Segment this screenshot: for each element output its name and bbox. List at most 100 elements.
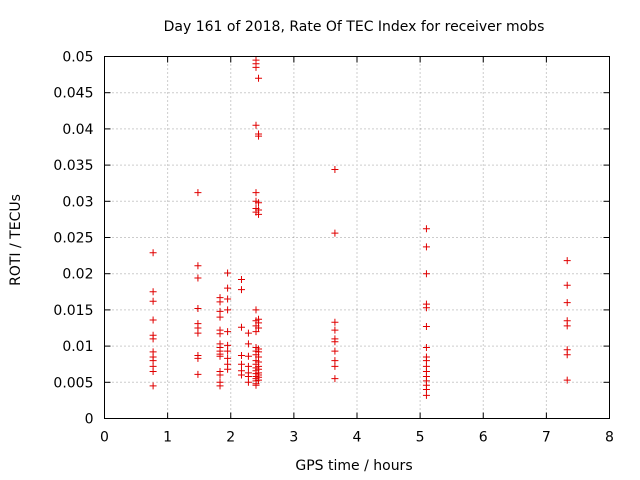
data-point [563, 376, 571, 384]
data-point [252, 121, 260, 129]
data-point [422, 391, 430, 399]
x-tick-label: 6 [479, 430, 488, 446]
data-point [252, 63, 260, 71]
x-tick-labels: 0 1 2 3 4 5 6 7 8 [100, 430, 614, 446]
x-tick-label: 4 [353, 430, 362, 446]
data-point [237, 371, 245, 379]
data-point [149, 316, 157, 324]
data-point [149, 367, 157, 375]
x-tick-label: 0 [100, 430, 109, 446]
x-tick-label: 8 [605, 430, 614, 446]
data-point [149, 288, 157, 296]
data-point [237, 286, 245, 294]
data-point [331, 375, 339, 383]
data-point [255, 199, 263, 207]
data-point [331, 165, 339, 173]
data-point [331, 229, 339, 237]
data-point [563, 299, 571, 307]
data-point [194, 304, 202, 312]
data-point [224, 365, 232, 373]
y-tick-label: 0 [85, 412, 94, 428]
data-point [224, 295, 232, 303]
data-point [194, 329, 202, 337]
data-point [224, 328, 232, 336]
data-point [255, 376, 263, 384]
x-axis-title: GPS time / hours [295, 458, 412, 474]
data-point [244, 340, 252, 348]
data-point [255, 132, 263, 140]
data-point [422, 225, 430, 233]
data-point [237, 323, 245, 331]
data-point [422, 304, 430, 312]
data-points [149, 56, 571, 399]
data-point [216, 313, 224, 321]
data-point [149, 382, 157, 390]
y-tick-label: 0.01 [62, 339, 93, 355]
data-point [244, 352, 252, 360]
data-point [216, 371, 224, 379]
data-point [216, 330, 224, 338]
data-point [331, 338, 339, 346]
data-point [216, 352, 224, 360]
data-point [194, 370, 202, 378]
data-point [244, 362, 252, 370]
chart-title: Day 161 of 2018, Rate Of TEC Index for r… [164, 19, 545, 35]
y-tick-label: 0.03 [62, 194, 93, 210]
data-point [422, 270, 430, 278]
data-point [255, 210, 263, 218]
plot-frame [104, 56, 610, 419]
data-point [563, 257, 571, 265]
y-tick-label: 0.015 [53, 303, 93, 319]
data-point [422, 243, 430, 251]
data-point [252, 381, 260, 389]
data-point [244, 329, 252, 337]
data-point [244, 378, 252, 386]
y-tick-label: 0.025 [53, 231, 93, 247]
data-point [252, 306, 260, 314]
data-point [331, 318, 339, 326]
data-point [563, 351, 571, 359]
data-point [149, 297, 157, 305]
data-point [149, 249, 157, 257]
data-point [563, 281, 571, 289]
x-tick-label: 2 [226, 430, 235, 446]
data-point [331, 362, 339, 370]
data-point [216, 382, 224, 390]
data-point [563, 322, 571, 330]
data-point [224, 269, 232, 277]
data-point [237, 275, 245, 283]
data-point [422, 323, 430, 331]
x-tick-label: 1 [163, 430, 172, 446]
data-point [252, 328, 260, 336]
x-tick-label: 3 [289, 430, 298, 446]
y-axis-title: ROTI / TECUs [8, 194, 24, 286]
y-tick-label: 0.045 [53, 86, 93, 102]
data-point [224, 347, 232, 355]
data-point [194, 354, 202, 362]
x-tick-label: 5 [416, 430, 425, 446]
data-point [194, 262, 202, 270]
data-point [255, 324, 263, 332]
y-tick-label: 0.05 [62, 50, 93, 66]
data-point [422, 344, 430, 352]
y-tick-label: 0.035 [53, 158, 93, 174]
y-tick-label: 0.04 [62, 122, 93, 138]
data-point [331, 347, 339, 355]
data-point [237, 352, 245, 360]
data-point [331, 326, 339, 334]
y-tick-label: 0.005 [53, 375, 93, 391]
gridlines [104, 56, 610, 419]
data-point [149, 335, 157, 343]
y-tick-label: 0.02 [62, 267, 93, 283]
data-point [224, 306, 232, 314]
data-point [194, 274, 202, 282]
data-point [237, 360, 245, 368]
data-point [252, 189, 260, 197]
data-point [216, 298, 224, 306]
data-point [194, 189, 202, 197]
y-tick-labels: 0 0.005 0.01 0.015 0.02 0.025 0.03 0.035 0.04 0.0… [53, 50, 93, 428]
x-tick-label: 7 [542, 430, 551, 446]
data-point [255, 74, 263, 82]
